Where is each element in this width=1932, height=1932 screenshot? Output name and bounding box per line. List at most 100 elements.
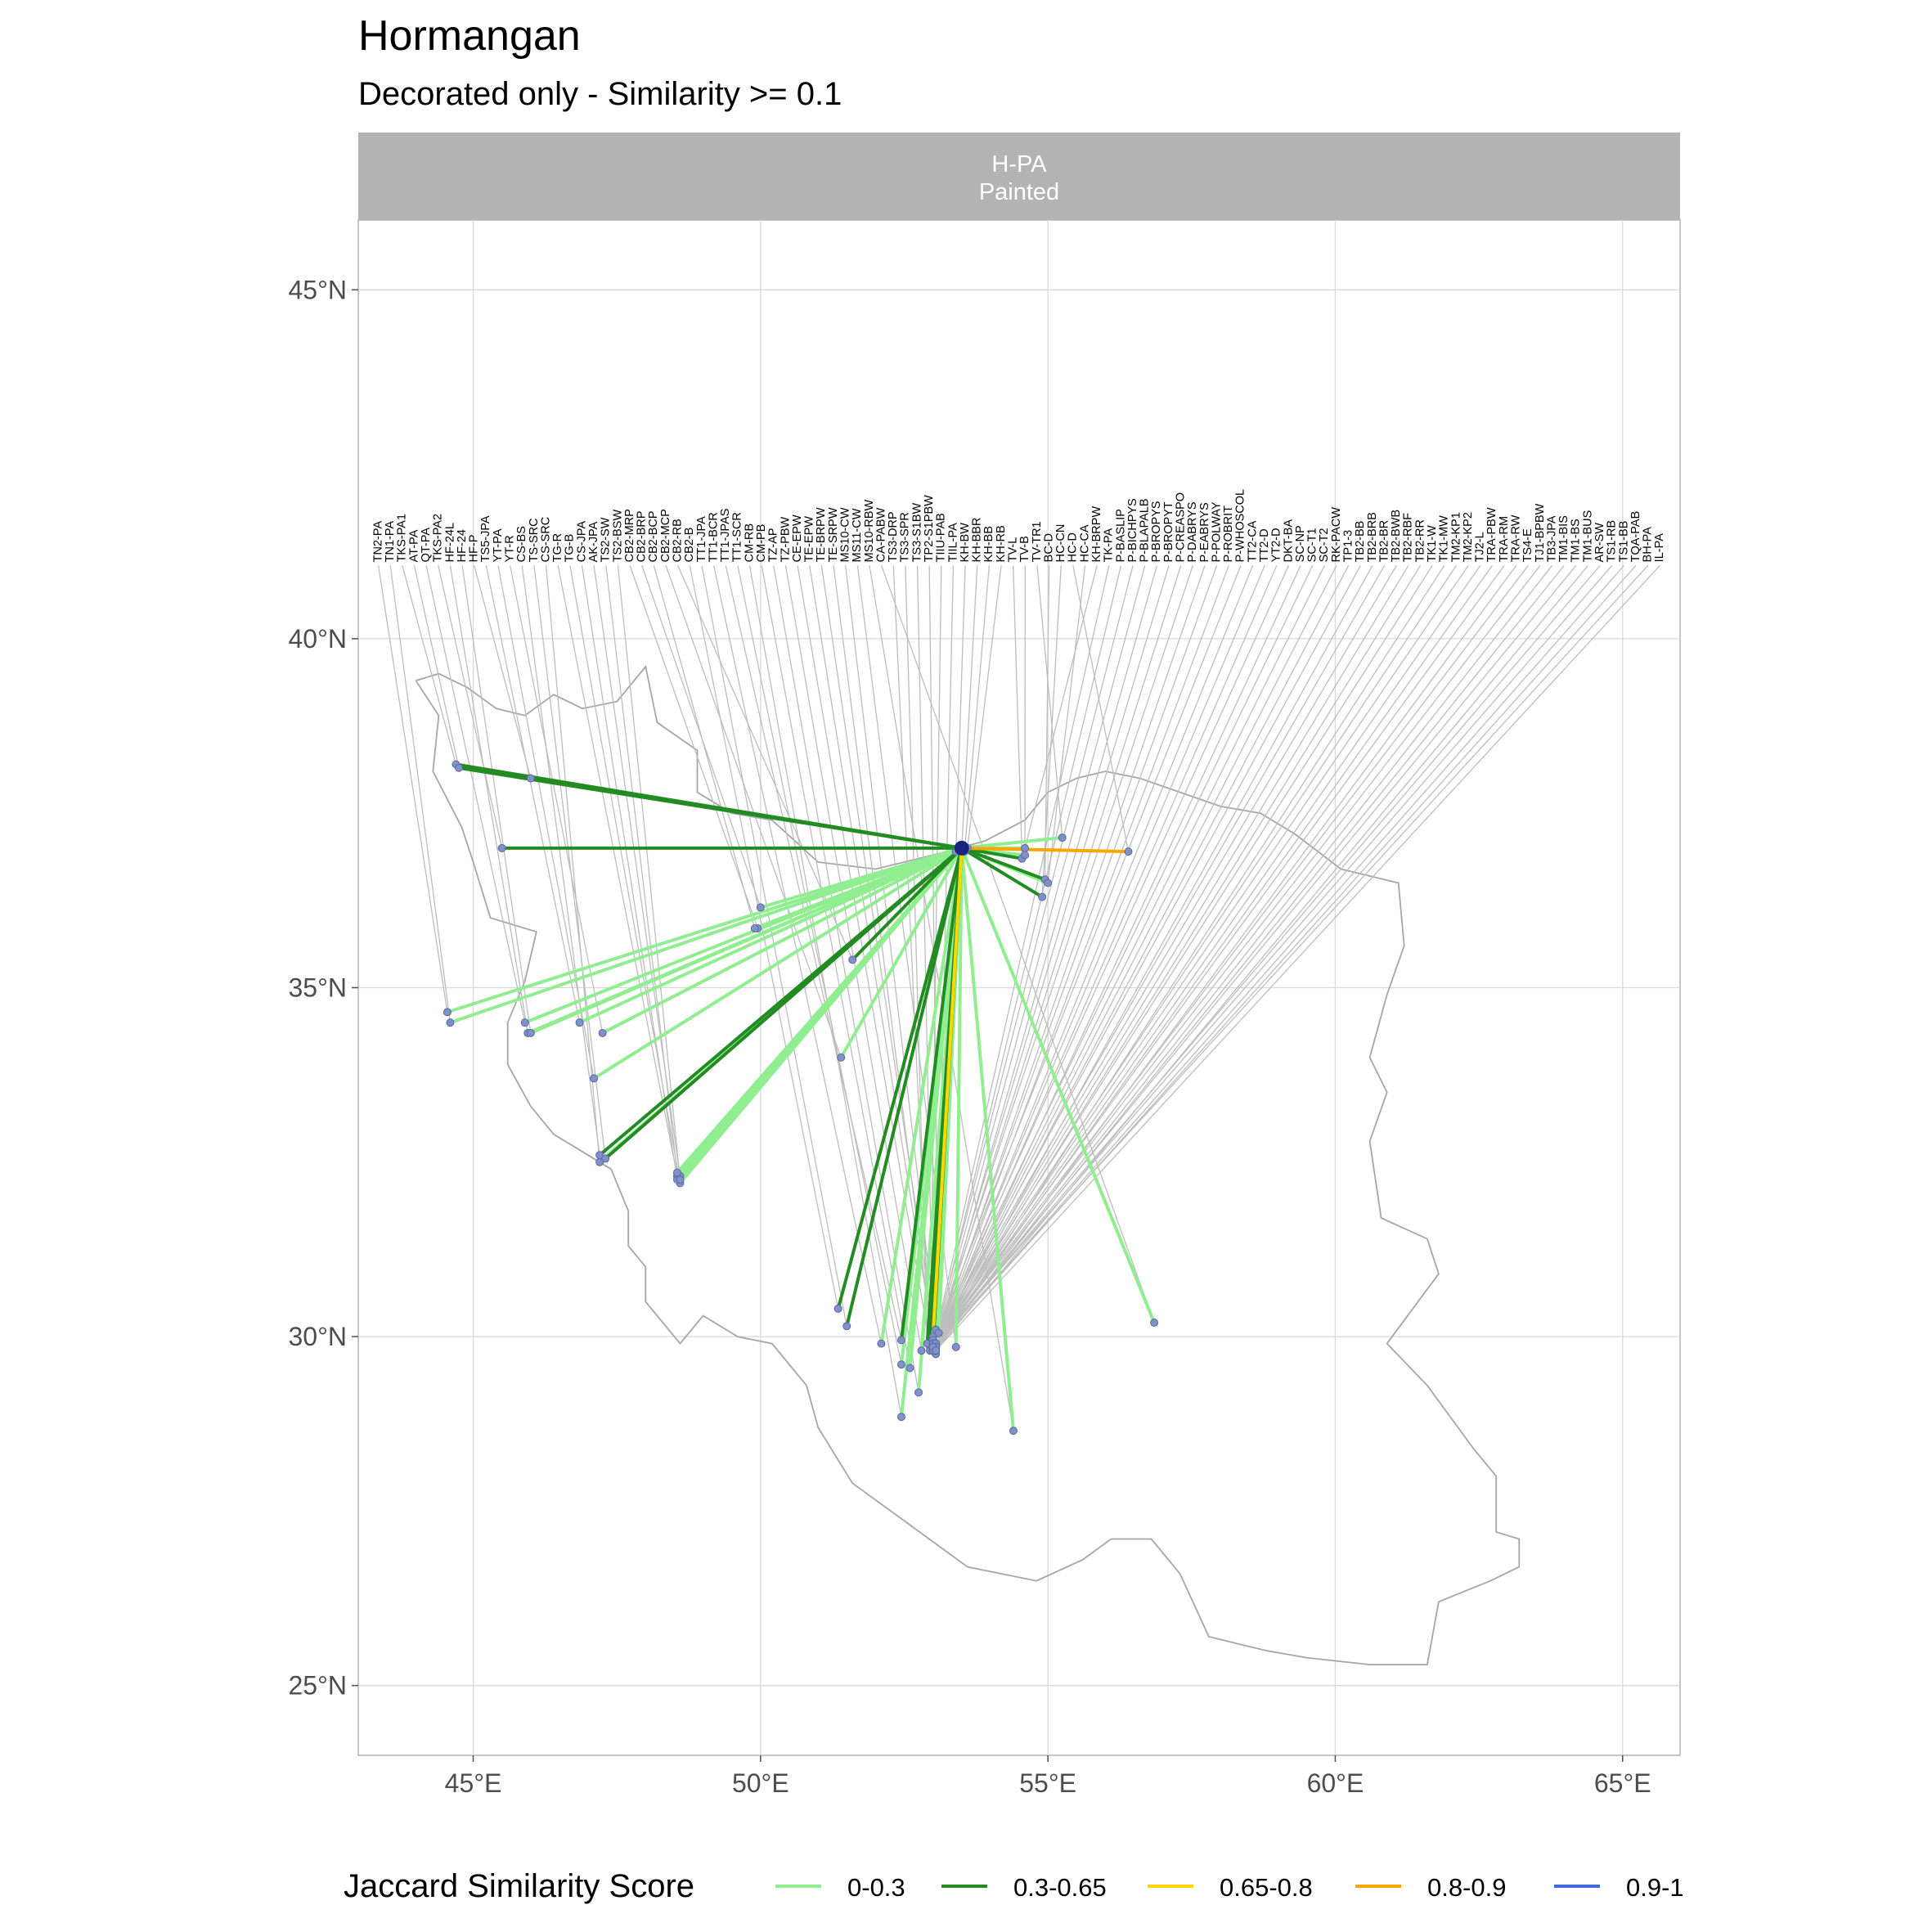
legend-title: Jaccard Similarity Score [344,1868,694,1904]
site-point [877,1339,886,1348]
leader-line [932,564,1386,1348]
leader-line [932,564,1481,1351]
site-point [842,1322,851,1331]
leader-line [389,565,452,1023]
site-label: IL-PA [1653,533,1666,563]
legend-items: 0-0.3 0.3-0.65 0.65-0.8 0.8-0.9 0.9-1 [775,1873,1684,1902]
leader-line [935,564,1541,1345]
leader-line [1024,565,1098,849]
site-point [676,1175,685,1184]
site-label: MS10-CW [839,507,852,562]
site-label: TT1-JPAS [719,509,732,563]
site-label: TM1-BIS [1557,515,1570,562]
site-label: TV-TR1 [1031,521,1044,562]
site-label: CB2-RB [671,519,684,562]
connection-line [604,846,964,1161]
legend: Jaccard Similarity Score 0-0.3 0.3-0.65 0.… [344,1868,1684,1904]
site-label: TB2-BR [1377,520,1391,563]
site-label: TZ-AP [767,528,780,562]
leader-line [935,565,1254,1348]
leader-line [605,565,678,1173]
site-point [595,1157,604,1166]
connection-line [959,846,1047,882]
leader-line [1072,565,1130,852]
x-tick-label: 65°E [1594,1768,1651,1798]
facet-strip-background [358,133,1680,220]
leader-line [935,564,1660,1351]
site-label: TT2-D [1258,528,1271,562]
connection-line [931,846,964,1339]
leader-line [377,565,448,1013]
leader-line [425,565,526,1023]
facet-strip-line1: H-PA [991,151,1047,177]
site-point [1038,892,1047,901]
connection-line [456,766,964,850]
site-label: TM1-BUS [1581,510,1594,563]
site-point [896,1336,905,1345]
site-label: CB2-MCP [659,509,672,562]
connection-line [959,846,1130,854]
site-label: TB3-JPA [1545,515,1558,562]
leader-line [438,565,503,849]
site-point [454,763,463,772]
site-label: P-ROBRIT [1222,505,1235,562]
site-label: TS1-RB [1606,520,1619,563]
leader-line [964,565,991,852]
site-point [756,903,765,912]
site-label: AK-JPA [587,521,600,562]
site-label: TK-PA [1103,528,1116,562]
site-label: TT1-JPA [695,516,708,562]
site-point [1150,1319,1159,1328]
leader-line [932,564,1601,1348]
leader-line [510,565,604,1034]
leader-line [932,565,1361,1348]
site-label: CS-BS [515,526,528,562]
site-label: DKT-BA [1282,519,1295,563]
leader-line [545,565,600,1162]
site-label: CB2-B [683,528,696,563]
leader-line [932,565,1170,1351]
site-label: TRA-RM [1498,516,1511,562]
connection-line [845,846,964,1328]
site-labels: TN2-PATN1-PATKS-PA1AT-PAQT-PATKS-PA2HF-2… [371,489,1666,562]
site-label: SC-T2 [1318,528,1331,562]
site-label: TV-B [1018,536,1031,562]
chart-subtitle: Decorated only - Similarity >= 0.1 [358,76,842,112]
connection-line [899,846,964,1342]
site-label: TE-SRPW [827,507,840,562]
leader-line [712,565,883,1344]
site-label: P-CREASPO [1175,492,1188,562]
site-point [750,923,759,932]
legend-label: 0.8-0.9 [1427,1873,1507,1902]
site-label: KH-BRPW [1090,506,1103,563]
site-label: TZ-PBW [779,516,792,562]
site-label: TB2-BB [1354,521,1367,563]
site-label: TRA-RW [1510,514,1523,562]
leader-line [748,565,902,1418]
site-point [443,1008,452,1017]
leader-line [521,565,600,1156]
site-label: TN1-PA [384,521,397,563]
leader-line [449,565,528,1034]
site-label: P-POLWAY [1210,501,1223,562]
leader-line [725,565,902,1341]
leader-line [485,565,581,1023]
leader-line [617,565,681,1180]
y-tick-label: 40°N [289,624,348,654]
site-label: TE-EPW [803,516,816,563]
connection-line [445,846,964,1014]
leader-line [935,565,1182,1344]
leader-line [402,565,457,765]
leader-line [932,564,1649,1348]
leader-line [932,565,1290,1348]
similarity-connections [445,762,1157,1433]
site-point [590,1074,599,1083]
leader-line [935,564,1613,1345]
leader-line [967,565,1002,848]
site-label: TN2-PA [371,521,384,563]
site-label: AT-PA [407,529,420,562]
site-point [1021,843,1030,852]
leader-line [932,565,1337,1351]
site-point [575,1018,584,1027]
leader-line [932,564,1529,1348]
